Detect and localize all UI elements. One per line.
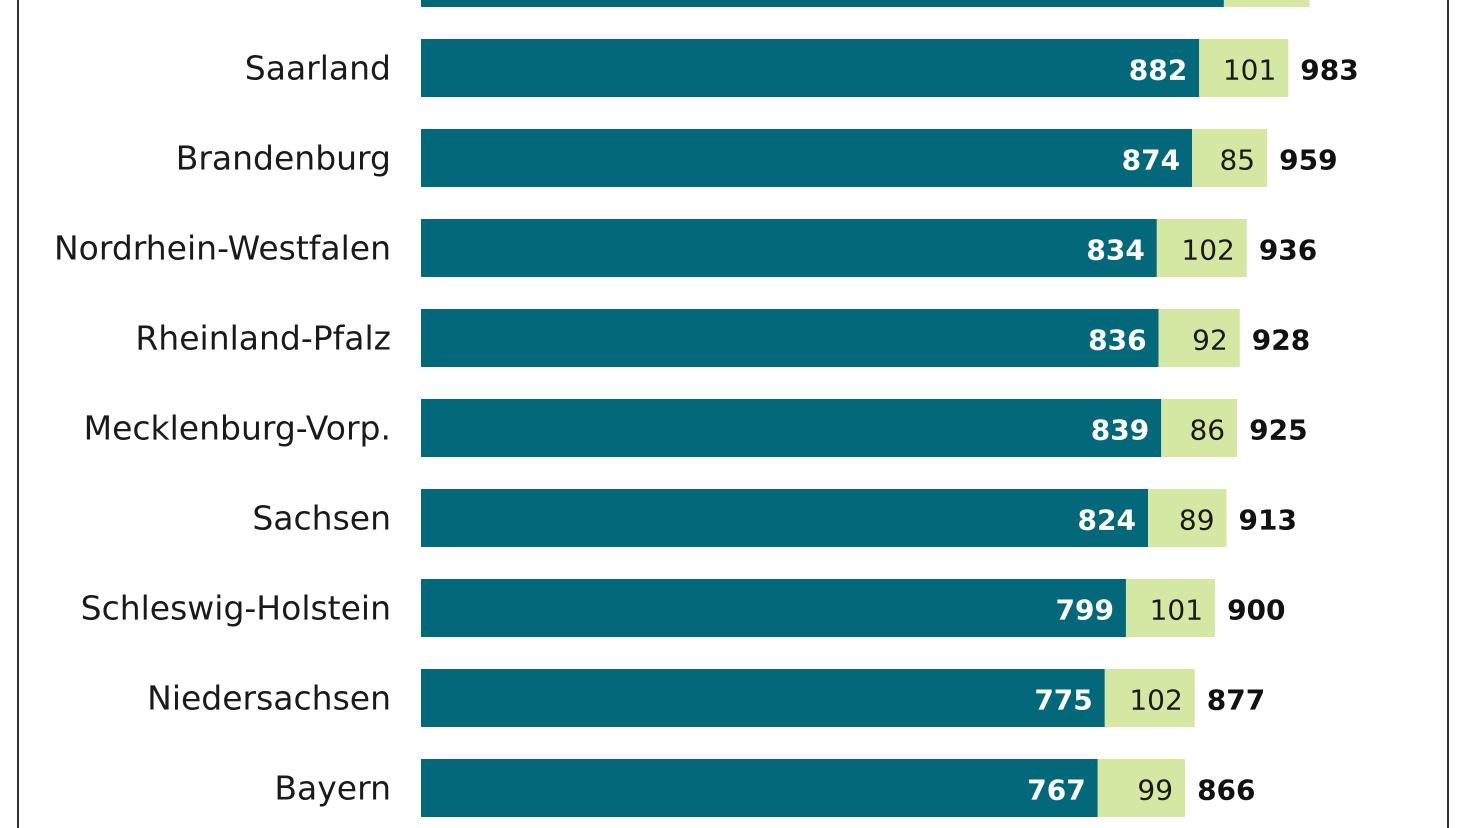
secondary-value-label: 89 (1179, 504, 1215, 537)
bar-row: Mecklenburg-Vorp. 839 86 925 (84, 399, 1308, 457)
primary-value-label: 799 (1056, 594, 1114, 627)
category-label: Rheinland-Pfalz (135, 319, 391, 358)
total-value-label: 900 (1227, 594, 1285, 627)
bar-primary (421, 669, 1105, 727)
category-label: Bayern (274, 769, 391, 808)
primary-value-label: 834 (1086, 234, 1144, 267)
primary-value-label: 775 (1034, 684, 1092, 717)
secondary-value-label: 86 (1189, 414, 1225, 447)
total-value-label: 866 (1197, 774, 1255, 807)
bar-primary (421, 219, 1157, 277)
category-label: Saarland (245, 49, 391, 88)
category-label: Mecklenburg-Vorp. (84, 409, 391, 448)
bar-primary (421, 579, 1126, 637)
partial-bar-primary (421, 0, 1224, 7)
secondary-value-label: 102 (1129, 684, 1182, 717)
total-value-label: 936 (1259, 234, 1317, 267)
total-value-label: 983 (1300, 54, 1358, 87)
bar-secondary (1199, 39, 1289, 97)
bar-secondary (1097, 759, 1186, 817)
total-value-label: 928 (1252, 324, 1310, 357)
primary-value-label: 839 (1091, 414, 1149, 447)
partial-row-layer (421, 0, 1310, 7)
bar-secondary (1125, 579, 1216, 637)
category-label: Schleswig-Holstein (81, 589, 391, 628)
bar-row: Niedersachsen 775 102 877 (147, 669, 1265, 727)
bar-row: Bayern 767 99 866 (274, 759, 1256, 817)
bar-secondary (1156, 219, 1247, 277)
primary-value-label: 824 (1078, 504, 1136, 537)
bar-secondary (1148, 489, 1227, 547)
total-value-label: 877 (1207, 684, 1265, 717)
total-value-label: 925 (1249, 414, 1307, 447)
partial-bar-secondary (1223, 0, 1310, 7)
bar-row: Sachsen 824 89 913 (252, 489, 1297, 547)
secondary-value-label: 102 (1181, 234, 1234, 267)
bar-primary (421, 489, 1149, 547)
bar-primary (421, 129, 1193, 187)
secondary-value-label: 101 (1150, 594, 1203, 627)
bar-secondary (1192, 129, 1268, 187)
category-label: Sachsen (252, 499, 391, 538)
bar-secondary (1104, 669, 1195, 727)
category-label: Nordrhein-Westfalen (54, 229, 391, 268)
bar-row: Nordrhein-Westfalen 834 102 936 (54, 219, 1317, 277)
primary-value-label: 874 (1122, 144, 1180, 177)
bar-primary (421, 399, 1162, 457)
bar-primary (421, 309, 1159, 367)
total-value-label: 959 (1279, 144, 1337, 177)
bar-secondary (1161, 399, 1238, 457)
bar-row: Brandenburg 874 85 959 (176, 129, 1338, 187)
bar-secondary (1158, 309, 1240, 367)
primary-value-label: 767 (1027, 774, 1085, 807)
bar-row: Saarland 882 101 983 (245, 39, 1359, 97)
primary-value-label: 882 (1129, 54, 1187, 87)
category-label: Brandenburg (176, 139, 391, 178)
secondary-value-label: 85 (1219, 144, 1255, 177)
bars-layer: Saarland 882 101 983 Brandenburg 874 85 959 Nord… (54, 39, 1359, 817)
total-value-label: 913 (1239, 504, 1297, 537)
primary-value-label: 836 (1088, 324, 1146, 357)
bar-primary (421, 39, 1200, 97)
secondary-value-label: 92 (1192, 324, 1228, 357)
secondary-value-label: 101 (1223, 54, 1276, 87)
bar-row: Schleswig-Holstein 799 101 900 (81, 579, 1286, 637)
bar-primary (421, 759, 1098, 817)
bar-row: Rheinland-Pfalz 836 92 928 (135, 309, 1310, 367)
category-label: Niedersachsen (147, 679, 391, 718)
secondary-value-label: 99 (1137, 774, 1173, 807)
